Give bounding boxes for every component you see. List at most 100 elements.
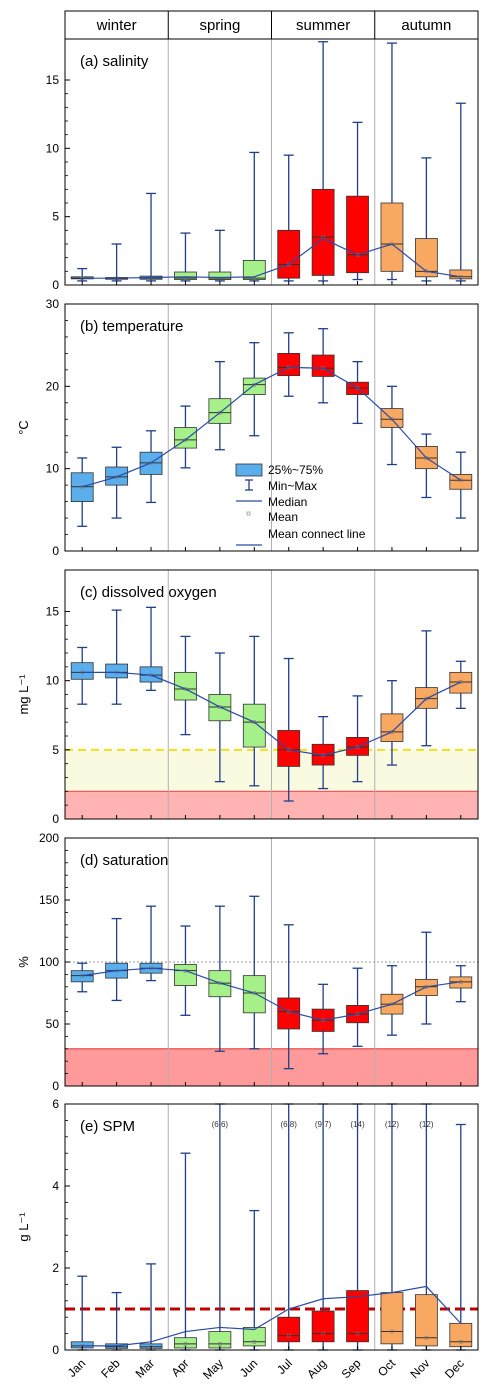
x-tick-label-Mar: Mar [133, 1356, 158, 1381]
mean-marker [286, 1333, 291, 1338]
mean-marker [390, 417, 394, 422]
y-tick-label: 15 [46, 73, 60, 87]
mean-marker [390, 730, 394, 734]
x-tick-label-Jun: Jun [237, 1356, 261, 1380]
box-Aug [311, 188, 335, 276]
mean-marker [321, 1331, 325, 1336]
y-tick-label: 10 [46, 674, 60, 688]
legend-label: Median [268, 495, 307, 509]
y-tick-label: 4 [52, 1179, 59, 1193]
y-tick-label: 200 [39, 831, 59, 845]
x-tick-label-Nov: Nov [408, 1356, 433, 1381]
x-tick-label-Sep: Sep [339, 1356, 364, 1381]
mean-marker [252, 1340, 257, 1344]
mean-marker [252, 720, 257, 724]
mean-marker [149, 276, 153, 280]
legend-label: Mean connect line [268, 527, 366, 541]
max-annotation: (6.8) [280, 1120, 297, 1129]
mean-marker [424, 456, 429, 460]
mean-marker [459, 680, 463, 684]
panel-frame [64, 303, 479, 552]
y-axis-label: g L⁻¹ [16, 1212, 31, 1242]
x-tick-label-Oct: Oct [375, 1356, 399, 1380]
max-annotation: (6.6) [212, 1120, 229, 1129]
season-label-summer: summer [296, 17, 350, 34]
max-annotation: (12) [385, 1120, 400, 1129]
mean-marker [252, 382, 257, 387]
box-Oct [380, 202, 404, 272]
panel-1: 0 5 10 15 (a) salinity [46, 38, 479, 292]
box-Oct [380, 713, 404, 742]
mean-marker [183, 438, 188, 442]
mean-connect-line [82, 366, 462, 488]
mean-marker [424, 696, 429, 701]
max-annotation: (12) [419, 1120, 434, 1129]
box-Jul [277, 229, 301, 279]
panel-frame [64, 1103, 479, 1351]
mean-marker [390, 1329, 394, 1334]
mean-connect-line [82, 1285, 462, 1347]
mean-marker [218, 1342, 222, 1346]
box-May [208, 694, 232, 722]
box-Aug [311, 1310, 335, 1343]
box-Jun [242, 975, 266, 1014]
panel-title: (b) temperature [80, 318, 183, 335]
box-Jun [242, 1327, 266, 1347]
max-annotation: (14) [350, 1120, 365, 1129]
season-label-autumn: autumn [401, 17, 451, 34]
y-tick-label: 5 [52, 210, 59, 224]
x-tick-label-Feb: Feb [98, 1356, 123, 1381]
y-tick-label: 0 [52, 812, 59, 826]
mean-connect-line [82, 671, 462, 756]
x-tick-label-Jan: Jan [65, 1356, 89, 1380]
box-Jan [70, 970, 94, 983]
legend-label: Min~Max [268, 479, 317, 493]
mean-marker [459, 478, 463, 482]
mean-marker [459, 1340, 463, 1344]
y-tick-label: 0 [52, 544, 59, 558]
season-label-spring: spring [199, 17, 240, 34]
y-tick-label: 20 [46, 379, 60, 393]
legend-label: Mean [268, 510, 298, 524]
y-tick-label: 150 [39, 893, 59, 907]
box-Dec [449, 976, 473, 989]
panel-2: 0 10 20 30 (b) temperature °C [16, 297, 479, 558]
legend-box-swatch [235, 463, 263, 477]
x-tick-label-May: May [200, 1356, 226, 1382]
y-axis-label: mg L⁻¹ [16, 674, 31, 715]
panel-title: (a) salinity [80, 53, 149, 70]
x-tick-label-Apr: Apr [168, 1356, 191, 1379]
mean-marker [424, 1335, 429, 1340]
y-tick-label: 2 [52, 1261, 59, 1275]
y-tick-label: 15 [46, 605, 60, 619]
box-Nov [414, 687, 438, 709]
box-Jun [242, 703, 266, 748]
box-May [208, 271, 232, 280]
mean-marker [218, 410, 222, 415]
y-tick-label: 50 [46, 1017, 60, 1031]
panel-title: (c) dissolved oxygen [80, 584, 217, 601]
panel-3: 0 5 10 15 (c) dissolved oxygen mg L⁻¹ [16, 569, 479, 826]
box-Apr [174, 671, 197, 701]
y-tick-label: 0 [52, 278, 59, 292]
box-Jul [277, 1316, 301, 1343]
y-tick-label: 100 [39, 955, 59, 969]
x-tick-label-Aug: Aug [304, 1356, 329, 1381]
box-Oct [380, 1292, 404, 1345]
mean-connect-line [82, 967, 461, 1021]
y-tick-label: 0 [52, 1079, 59, 1093]
box-Jul [277, 352, 301, 377]
box-Aug [311, 743, 335, 766]
y-tick-label: 10 [46, 141, 60, 155]
box-Sep [346, 195, 369, 274]
season-label-winter: winter [96, 17, 137, 34]
y-tick-label: 10 [46, 462, 60, 476]
box-Sep [346, 1290, 369, 1343]
box-Jul [277, 997, 301, 1030]
box-Feb [105, 466, 129, 486]
box-Dec [449, 269, 473, 280]
panel-title: (e) SPM [80, 1118, 135, 1135]
legend-mean-swatch [246, 511, 251, 516]
